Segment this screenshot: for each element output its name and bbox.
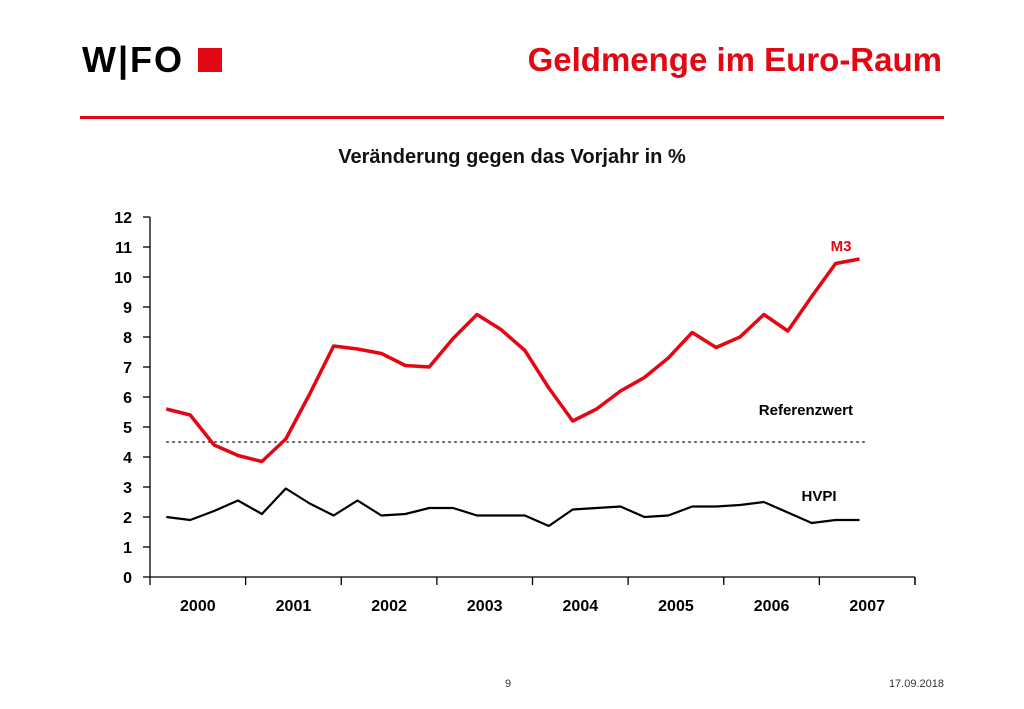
series-line-m3: [165, 257, 860, 464]
y-tick-label: 0: [123, 570, 132, 587]
y-tick-label: 2: [123, 510, 132, 527]
x-tick-label: 2001: [276, 598, 312, 615]
x-tick-label: 2002: [371, 598, 407, 615]
x-tick-label: 2005: [658, 598, 694, 615]
y-tick-label: 4: [123, 450, 132, 467]
y-tick-label: 10: [114, 270, 132, 287]
x-tick-label: 2003: [467, 598, 503, 615]
slide-date: 17.09.2018: [888, 678, 944, 690]
slide-title: Geldmenge im Euro-Raum: [527, 41, 942, 78]
logo-text: W|FO: [82, 39, 185, 80]
series-line-hvpi: [166, 487, 860, 528]
reference-label: Referenzwert: [759, 402, 853, 419]
x-tick-label: 2007: [849, 598, 885, 615]
series-label-hvpi: HVPI: [801, 488, 836, 505]
y-tick-label: 11: [115, 240, 132, 257]
y-tick-label: 9: [123, 300, 132, 317]
y-tick-label: 8: [123, 330, 132, 347]
page-number: 9: [505, 678, 512, 690]
y-tick-label: 5: [123, 420, 132, 437]
logo-square-icon: [198, 48, 223, 72]
x-tick-label: 2004: [563, 598, 599, 615]
x-tick-label: 2000: [180, 598, 216, 615]
chart-title: Veränderung gegen das Vorjahr in %: [338, 146, 686, 168]
y-tick-label: 12: [114, 210, 132, 227]
y-tick-label: 3: [123, 480, 132, 497]
y-tick-label: 6: [123, 390, 132, 407]
x-tick-label: 2006: [754, 598, 790, 615]
wifo-logo: W|FO: [82, 39, 223, 80]
y-tick-label: 1: [123, 540, 132, 557]
series-label-m3: M3: [831, 238, 852, 255]
title-divider: [80, 116, 944, 119]
y-tick-label: 7: [123, 360, 132, 377]
